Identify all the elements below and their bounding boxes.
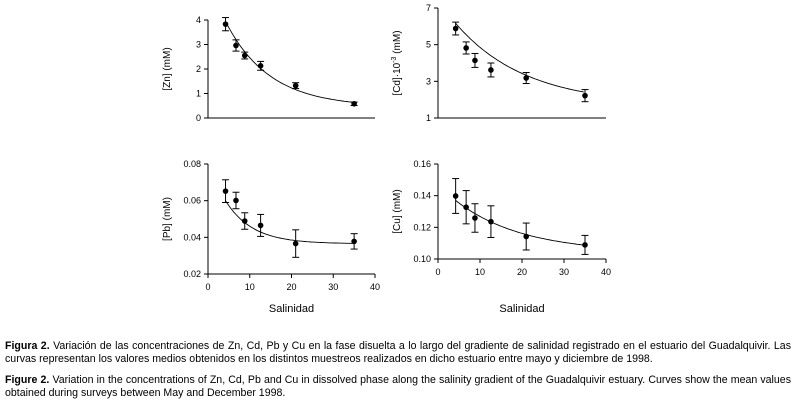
y-tick-label: 0.12 (413, 222, 431, 232)
y-tick-label: 2 (196, 64, 201, 74)
y-tick-label: 5 (426, 40, 431, 50)
data-point (463, 45, 469, 51)
y-axis-label: [Cd]·10-3 (mM) (391, 30, 403, 95)
y-tick-label: 7 (426, 3, 431, 13)
x-tick-label: 30 (559, 267, 569, 277)
x-tick-label: 40 (601, 267, 611, 277)
chart-cd: 1 3 5 7 [Cd]·10-3 (mM) (391, 3, 606, 123)
y-tick-label: 3 (196, 40, 201, 50)
y-tick-label: 0.10 (413, 254, 431, 264)
chart-pb: 0.02 0.04 0.06 0.08 0 10 20 30 40 Salinidad [Pb] (… (162, 159, 380, 315)
y-tick-label: 0.16 (413, 159, 431, 169)
data-point (472, 57, 478, 64)
data-point (351, 238, 357, 245)
caption-english-text: Variation in the concentrations of Zn, C… (5, 374, 791, 400)
data-point (582, 242, 588, 248)
fit-curve (455, 22, 584, 93)
x-tick-label: 40 (370, 282, 380, 292)
y-tick-label: 0.06 (183, 196, 201, 206)
data-point (257, 222, 264, 229)
data-point (472, 215, 478, 221)
y-axis-label: [Zn] (mM) (162, 47, 173, 90)
data-point (292, 82, 299, 89)
fit-curve (225, 21, 353, 103)
y-axis-label-main: [Cd]·10 (392, 62, 403, 95)
data-point (488, 218, 494, 225)
y-axis-label-superscript: -3 (391, 56, 398, 62)
data-point (452, 193, 459, 199)
figure-panels: 0 1 2 3 4 [Zn] (mM) 1 3 5 7 [Cd]·10-3 (mM) 0.02 0.04… (162, 3, 611, 315)
y-tick-label: 4 (196, 15, 201, 25)
chart-zn: 0 1 2 3 4 [Zn] (mM) (162, 15, 375, 123)
caption-spanish-text: Variación de las concentraciones de Zn, … (5, 340, 791, 366)
x-tick-label: 20 (517, 267, 527, 277)
data-point (233, 197, 239, 204)
y-axis-label: [Pb] (mM) (162, 197, 173, 241)
x-axis-label: Salinidad (499, 303, 544, 315)
x-tick-label: 30 (328, 282, 338, 292)
data-point (463, 204, 469, 211)
x-tick-label: 10 (475, 267, 485, 277)
data-point (233, 42, 239, 49)
x-tick-label: 0 (205, 282, 210, 292)
data-point (257, 63, 264, 69)
y-tick-label: 1 (426, 113, 431, 123)
y-tick-label: 0.02 (183, 269, 201, 279)
y-tick-label: 0.14 (413, 191, 431, 201)
data-point (241, 218, 248, 224)
y-tick-label: 3 (426, 76, 431, 86)
data-point (523, 233, 529, 240)
data-point (222, 21, 229, 27)
data-point (523, 75, 529, 81)
data-point (452, 25, 459, 32)
x-axis-label: Salinidad (269, 303, 314, 315)
x-tick-label: 10 (245, 282, 255, 292)
data-point (241, 52, 248, 59)
y-axis-label-main: [Pb] (mM) (162, 197, 173, 241)
y-axis-label: [Cu] (mM) (392, 189, 403, 233)
caption-english-label: Figure 2. (5, 374, 50, 386)
data-point (351, 100, 357, 107)
data-point (222, 188, 229, 194)
data-point (582, 92, 588, 99)
caption-spanish-label: Figura 2. (5, 340, 50, 352)
y-tick-label: 0 (196, 113, 201, 123)
y-axis-label-main: [Cu] (mM) (392, 189, 403, 233)
data-point (292, 240, 299, 247)
y-tick-label: 1 (196, 89, 201, 99)
y-tick-label: 0.08 (183, 159, 201, 169)
x-tick-label: 20 (286, 282, 296, 292)
fit-curve (225, 200, 353, 244)
y-tick-label: 0.04 (183, 232, 201, 242)
data-point (488, 67, 494, 73)
caption-english: Figure 2. Variation in the concentration… (5, 374, 791, 400)
chart-cu: 0.10 0.12 0.14 0.16 0 10 20 30 40 Salinidad [Cu] (… (392, 159, 611, 315)
caption-spanish: Figura 2. Variación de las concentracion… (5, 340, 791, 366)
y-axis-label-main: [Zn] (mM) (162, 47, 173, 90)
fit-curve (455, 200, 584, 246)
x-tick-label: 0 (435, 267, 440, 277)
y-axis-label-unit: (mM) (392, 30, 403, 56)
